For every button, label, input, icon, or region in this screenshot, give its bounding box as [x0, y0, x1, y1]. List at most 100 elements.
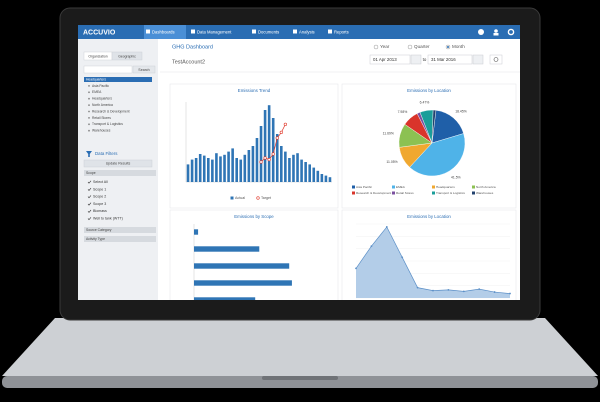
target-point — [267, 158, 271, 162]
bar — [194, 158, 198, 182]
bar — [280, 146, 283, 182]
checkbox-check[interactable] — [87, 195, 92, 199]
scope-option[interactable]: Well to tank (WTT) — [93, 216, 123, 220]
bar — [312, 167, 316, 182]
help-icon[interactable] — [478, 29, 484, 35]
bar — [308, 164, 311, 182]
chart-title: Emissions Trend — [238, 88, 271, 93]
bar — [267, 105, 271, 182]
legend-swatch — [432, 191, 435, 195]
tree-item[interactable]: Retail Stores — [92, 116, 111, 120]
area-point — [401, 256, 404, 259]
tree-item[interactable]: Headquarters — [86, 77, 106, 81]
legend-label[interactable]: Target — [261, 196, 271, 200]
legend-label[interactable]: Asia Pacific — [356, 185, 372, 189]
scope-option[interactable]: Scope 2 — [93, 195, 106, 199]
date-from[interactable] — [369, 54, 411, 65]
filter-section[interactable]: Activity Type — [86, 237, 105, 241]
area-point — [447, 288, 450, 291]
sidebar-tab-label[interactable]: Geographic — [118, 54, 136, 58]
checkbox-check[interactable] — [87, 187, 92, 191]
nav-tab[interactable]: Data Management — [197, 30, 232, 35]
tree-item[interactable]: North America — [92, 103, 113, 107]
page-title: GHG Dashboard — [172, 44, 213, 50]
search-button[interactable] — [132, 65, 156, 74]
nav-tab[interactable]: Dashboards — [152, 30, 175, 35]
target-point — [279, 130, 283, 134]
scope-option[interactable]: Select All — [93, 180, 108, 184]
bar — [328, 177, 332, 182]
date-to-text: 31 Mar 2016 — [431, 57, 456, 62]
tree-item[interactable]: Transport & Logistics — [92, 122, 123, 126]
update-button[interactable] — [83, 159, 153, 168]
nav-tab[interactable]: Reports — [334, 30, 349, 35]
tree-item[interactable]: Asia Pacific — [92, 84, 109, 88]
user-icon[interactable] — [494, 29, 498, 33]
bar — [194, 246, 260, 252]
pie-slice[interactable] — [431, 109, 437, 144]
bar — [223, 154, 226, 182]
tree-item[interactable]: EMEA — [92, 90, 102, 94]
search-label[interactable]: Search — [138, 68, 149, 72]
tree-item[interactable]: Research & Development — [92, 109, 130, 113]
bar — [316, 170, 320, 182]
logo[interactable]: ACCUVIO — [83, 29, 116, 36]
sidebar-tab-label[interactable]: Organization — [88, 54, 107, 58]
bar — [259, 126, 263, 182]
date-to[interactable] — [427, 54, 473, 65]
legend-swatch — [392, 185, 395, 189]
date-to-label: to — [423, 57, 427, 62]
filters-title: Data Filters — [95, 151, 118, 156]
calendar-button[interactable] — [410, 54, 422, 65]
bar — [235, 158, 238, 182]
tree-node — [88, 129, 90, 132]
tree-node — [88, 104, 90, 106]
checkbox-check[interactable] — [87, 217, 92, 221]
tree-item[interactable]: Headquarters — [92, 97, 112, 101]
tree-item[interactable]: Warehouses — [92, 129, 111, 133]
bar — [194, 229, 199, 235]
legend-swatch — [352, 191, 355, 195]
bar — [284, 151, 287, 182]
bar — [243, 154, 247, 182]
scope-option[interactable]: Scope 3 — [93, 202, 106, 206]
checkbox-check[interactable] — [87, 202, 92, 206]
nav-icon — [293, 29, 297, 34]
nav-tab[interactable]: Analysis — [299, 30, 315, 35]
bar — [247, 150, 251, 182]
legend-label[interactable]: Headquarters — [436, 185, 455, 189]
filter-header — [84, 227, 156, 233]
refresh-button[interactable] — [489, 54, 503, 65]
sidebar-tab[interactable] — [111, 51, 143, 61]
update-label[interactable]: Update Results — [106, 161, 131, 165]
radio[interactable] — [373, 44, 379, 50]
period-option[interactable]: Month — [452, 44, 465, 49]
calendar-button[interactable] — [472, 54, 484, 65]
legend-label[interactable]: Transport & Logistics — [436, 191, 465, 195]
period-option[interactable]: Year — [380, 44, 390, 49]
legend-label[interactable]: EMEA — [396, 185, 406, 189]
legend-label[interactable]: Retail Stores — [396, 191, 414, 195]
nav-tab[interactable]: Documents — [258, 30, 279, 35]
legend-label[interactable]: Warehouses — [476, 191, 494, 195]
period-option[interactable]: Quarter — [414, 44, 430, 49]
legend-label[interactable]: Actual — [235, 196, 245, 200]
bar — [324, 175, 328, 182]
scope-option[interactable]: Scope 1 — [93, 187, 106, 191]
area-point — [385, 226, 388, 228]
radio[interactable] — [407, 44, 413, 50]
legend-label[interactable]: Research & Development — [356, 191, 391, 195]
search-input[interactable] — [83, 65, 133, 74]
pie-label: 7.98% — [398, 110, 408, 114]
bar — [296, 153, 299, 182]
bar — [288, 158, 291, 182]
checkbox-check[interactable] — [87, 180, 92, 184]
pie-slice[interactable] — [409, 133, 466, 177]
settings-icon[interactable] — [507, 28, 515, 36]
checkbox-check[interactable] — [87, 209, 92, 213]
scope-option[interactable]: Biomass — [93, 209, 107, 213]
bar — [227, 151, 230, 182]
legend-label[interactable]: North America — [476, 185, 496, 189]
filter-section[interactable]: Source Category — [86, 228, 112, 232]
